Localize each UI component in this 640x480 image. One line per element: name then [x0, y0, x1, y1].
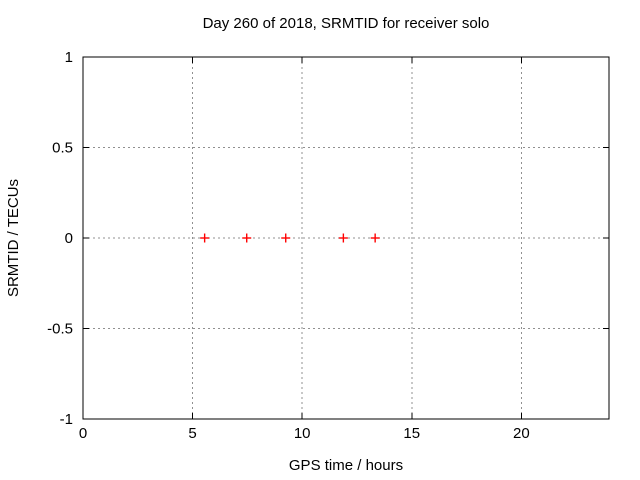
x-tick-label: 0 — [79, 425, 87, 442]
data-point-marker — [200, 233, 210, 243]
x-tick-label: 5 — [188, 425, 196, 442]
chart-title: Day 260 of 2018, SRMTID for receiver sol… — [202, 15, 490, 32]
x-tick-label: 15 — [403, 425, 420, 442]
y-tick-label: -0.5 — [47, 321, 73, 338]
data-point-marker — [338, 233, 348, 243]
y-tick-label: 0 — [65, 230, 73, 247]
data-point-marker — [242, 233, 252, 243]
x-tick-label: 20 — [513, 425, 530, 442]
data-point-marker — [370, 233, 380, 243]
data-point-marker — [281, 233, 291, 243]
x-axis-label: GPS time / hours — [288, 457, 404, 474]
y-tick-label: -1 — [60, 411, 73, 428]
x-tick-label: 10 — [294, 425, 311, 442]
y-tick-label: 1 — [65, 49, 73, 66]
y-tick-label: 0.5 — [52, 140, 73, 157]
